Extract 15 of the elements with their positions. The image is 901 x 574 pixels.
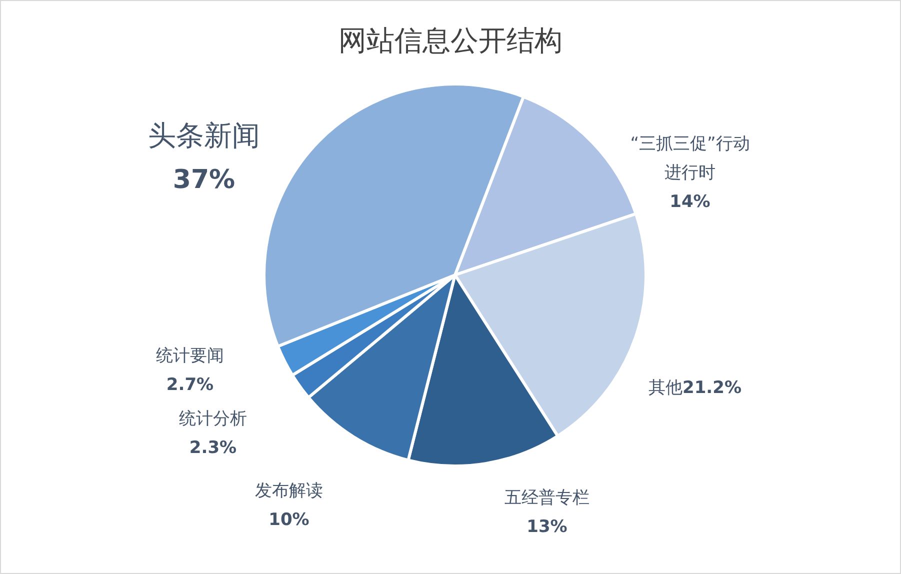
data-label: 21.2% [682,378,742,398]
data-label: 2.3% [189,438,237,458]
slice-label: 五经普专栏 [504,488,590,508]
slice-label: 发布解读 [255,480,323,501]
data-label: 2.7% [166,374,214,395]
data-label: 14% [670,192,710,212]
slice-label: 统计要闻 [156,346,224,366]
data-label: 10% [268,510,310,530]
slice-label: “三抓三促”行动进行时 [630,134,750,183]
data-label: 13% [526,516,568,537]
chart-title: 网站信息公开结构 [338,24,562,57]
data-label: 37% [172,164,236,195]
slice-label: 统计分析 [179,408,247,429]
slice-label: 头条新闻 [148,118,260,152]
slice-label: 其他 [648,378,683,398]
